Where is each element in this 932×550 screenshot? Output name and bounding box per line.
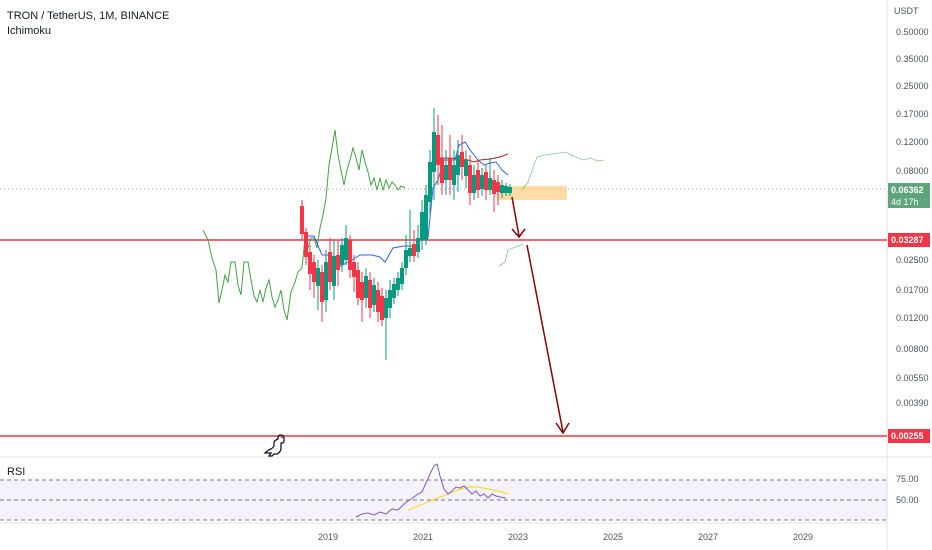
dinosaur-icon: [263, 434, 285, 457]
projection-arrows[interactable]: [511, 196, 570, 435]
level-tag-upper: 0.03287: [888, 233, 930, 247]
time-tick: 2025: [603, 532, 624, 542]
price-tick: 0.25000: [896, 81, 929, 91]
rsi-tick: 50.00: [896, 495, 919, 505]
level-tag-lower: 0.00255: [888, 429, 930, 443]
conversion-line: [436, 153, 509, 163]
price-tick: 0.00800: [896, 344, 929, 354]
indicator-label[interactable]: Ichimoku: [7, 25, 52, 37]
price-tick: 0.00390: [896, 398, 929, 408]
current-price-value: 0.06362: [891, 185, 924, 195]
price-tick: 0.12000: [896, 137, 929, 147]
lagging-span-low: [498, 243, 524, 267]
time-tick: 2029: [793, 532, 814, 542]
rsi-tick: 75.00: [896, 474, 919, 484]
lagging-span-right: [521, 151, 605, 191]
time-tick: 2027: [698, 532, 719, 542]
price-tick: 0.17000: [896, 109, 929, 119]
price-tick: 0.02500: [896, 255, 929, 265]
price-tick: 0.00550: [896, 373, 929, 383]
current-price-tag: 0.06362 4d 17h: [888, 183, 930, 208]
time-tick: 2019: [318, 532, 339, 542]
price-tick: 0.50000: [896, 27, 929, 37]
candle-countdown: 4d 17h: [891, 197, 919, 207]
chart-title: TRON / TetherUS, 1M, BINANCE: [7, 10, 170, 22]
time-tick: 2021: [413, 532, 434, 542]
price-tick: 0.01700: [896, 285, 929, 295]
price-tick: 0.08000: [896, 166, 929, 176]
rsi-line: [355, 463, 507, 518]
target-box[interactable]: [497, 186, 567, 200]
time-tick: 2023: [508, 532, 529, 542]
candles: [300, 108, 512, 360]
rsi-ma-line: [407, 486, 509, 511]
price-tick: 0.35000: [896, 54, 929, 64]
price-tick: 0.01200: [896, 313, 929, 323]
rsi-label[interactable]: RSI: [7, 466, 26, 478]
price-axis-unit: USDT: [894, 6, 919, 16]
